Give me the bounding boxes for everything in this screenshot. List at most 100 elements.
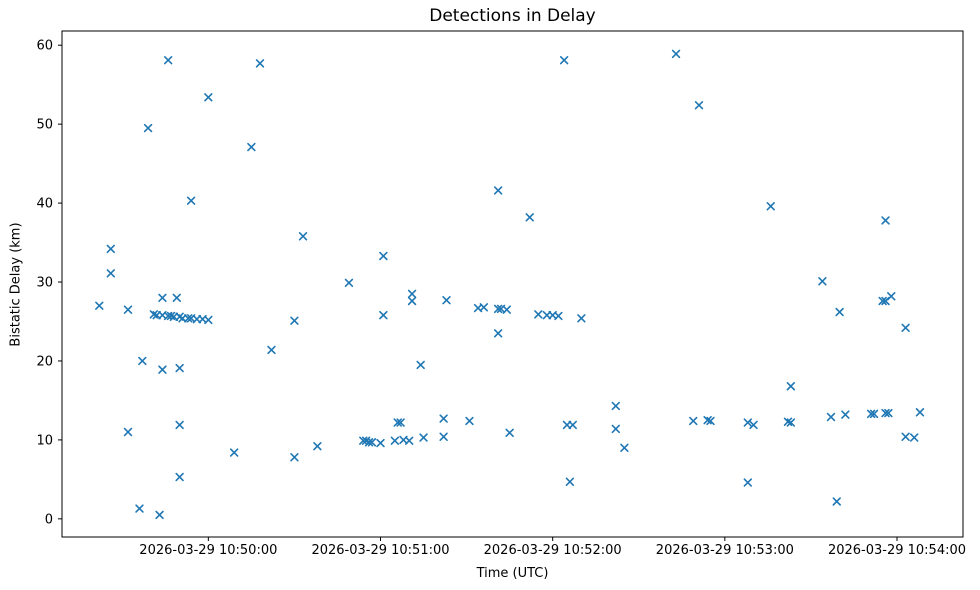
data-point-marker	[175, 420, 184, 430]
data-point-marker	[439, 414, 448, 423]
data-point-marker	[910, 433, 919, 442]
data-point-marker	[442, 295, 451, 305]
data-point-marker	[881, 408, 890, 418]
data-point-marker	[95, 301, 104, 310]
data-point-marker	[818, 277, 827, 286]
data-point-marker	[826, 412, 836, 422]
data-point-marker	[439, 432, 448, 441]
data-point-marker	[706, 416, 715, 426]
x-axis-label: Time (UTC)	[476, 566, 549, 581]
data-point-marker	[743, 478, 752, 487]
data-point-marker	[364, 438, 374, 447]
data-point-marker	[416, 360, 425, 370]
data-point-marker	[155, 510, 164, 520]
data-point-marker	[554, 311, 563, 321]
data-point-marker	[204, 93, 213, 102]
data-point-marker	[184, 314, 193, 323]
data-point-marker	[832, 497, 841, 506]
chart-title: Detections in Delay	[429, 6, 596, 26]
data-point-marker	[505, 428, 514, 437]
data-point-marker	[884, 408, 893, 418]
data-point-marker	[390, 436, 400, 445]
data-point-marker	[562, 420, 572, 430]
x-tick-label: 2026-03-29 10:52:00	[484, 543, 622, 558]
data-point-marker	[407, 296, 417, 306]
data-point-marker	[479, 303, 489, 312]
y-tick-label: 60	[36, 39, 53, 54]
data-point-marker	[158, 293, 167, 303]
data-point-marker	[158, 365, 167, 374]
data-point-marker	[878, 296, 887, 306]
y-tick-label: 40	[36, 197, 53, 212]
x-tick-label: 2026-03-29 10:53:00	[656, 543, 794, 558]
data-point-marker	[192, 314, 202, 324]
x-tick-label: 2026-03-29 10:54:00	[828, 543, 966, 558]
data-point-marker	[247, 142, 256, 152]
y-tick-label: 30	[36, 276, 53, 291]
data-point-marker	[123, 427, 133, 437]
data-point-marker	[267, 345, 276, 355]
data-point-marker	[344, 278, 354, 288]
data-point-marker	[379, 251, 388, 261]
data-point-marker	[869, 409, 879, 419]
data-point-marker	[743, 418, 752, 427]
data-point-marker	[542, 310, 552, 320]
data-point-marker	[419, 433, 428, 442]
data-point-marker	[559, 56, 569, 65]
data-point-marker	[396, 418, 405, 427]
data-point-marker	[901, 323, 910, 333]
data-point-marker	[393, 418, 402, 427]
data-point-marker	[376, 438, 385, 448]
x-tick-label: 2026-03-29 10:51:00	[311, 543, 449, 558]
data-point-marker	[611, 424, 620, 434]
data-point-marker	[577, 314, 586, 323]
data-point-marker	[152, 310, 161, 320]
data-point-marker	[379, 310, 388, 320]
data-point-marker	[172, 293, 181, 303]
data-point-marker	[229, 448, 239, 457]
data-point-marker	[694, 101, 704, 110]
x-tick-label: 2026-03-29 10:50:00	[139, 543, 277, 558]
data-point-marker	[881, 216, 890, 225]
data-point-marker	[255, 59, 265, 68]
data-point-marker	[887, 292, 896, 301]
data-point-marker	[749, 420, 758, 430]
data-point-marker	[186, 196, 196, 205]
y-tick-label: 0	[45, 512, 53, 527]
data-point-marker	[135, 504, 144, 513]
data-point-marker	[901, 432, 910, 441]
data-point-marker	[493, 304, 503, 314]
data-point-marker	[290, 453, 299, 462]
data-point-marker	[123, 305, 133, 314]
data-point-marker	[689, 416, 698, 426]
data-point-marker	[313, 442, 322, 451]
data-point-marker	[106, 269, 115, 278]
data-point-marker	[493, 329, 503, 338]
data-point-marker	[502, 305, 511, 314]
data-point-marker	[671, 49, 681, 59]
y-tick-label: 20	[36, 354, 53, 369]
data-point-marker	[178, 314, 187, 323]
data-point-marker	[866, 409, 876, 419]
data-point-marker	[620, 443, 629, 452]
data-point-marker	[493, 186, 503, 195]
data-point-marker	[290, 316, 299, 325]
data-point-marker	[611, 401, 620, 411]
axes-frame	[61, 30, 964, 538]
data-point-marker	[106, 244, 115, 254]
data-point-marker	[534, 310, 543, 319]
data-point-marker	[163, 56, 173, 65]
data-point-marker	[465, 416, 474, 426]
data-point-marker	[841, 410, 850, 419]
data-point-marker	[138, 356, 147, 366]
data-point-marker	[786, 418, 796, 427]
data-point-marker	[175, 363, 184, 373]
data-point-marker	[204, 315, 213, 325]
data-point-marker	[915, 408, 925, 417]
y-axis-label: Bistatic Delay (km)	[8, 222, 24, 347]
data-point-marker	[169, 312, 179, 321]
data-point-marker	[568, 420, 577, 430]
data-point-marker	[298, 232, 308, 241]
